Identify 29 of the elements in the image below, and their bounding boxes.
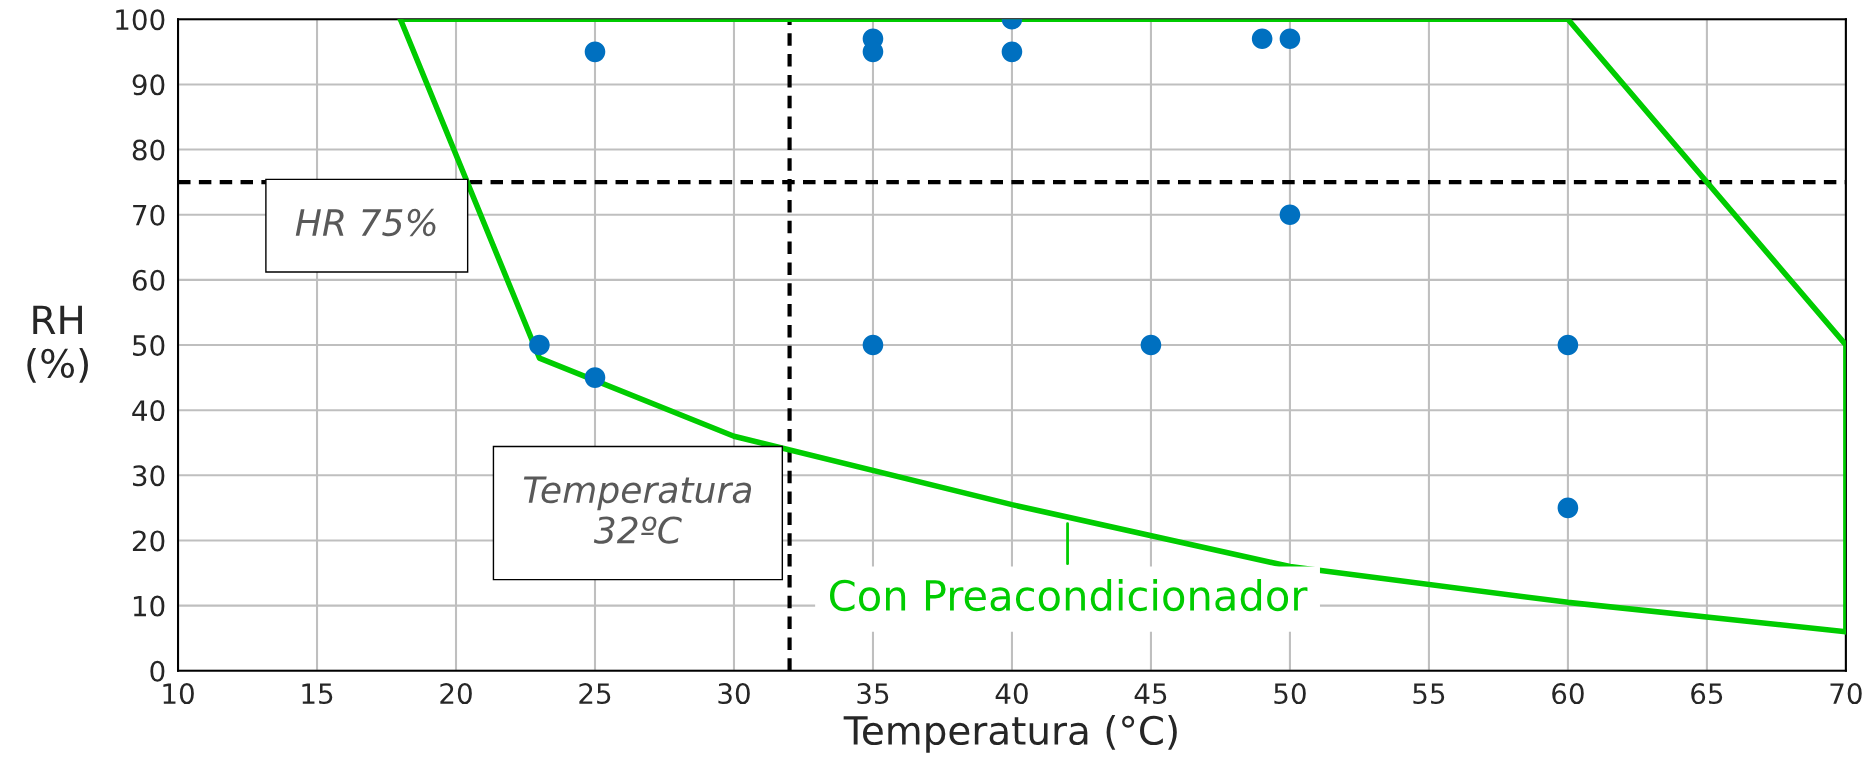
y-tick-label: 90 <box>132 74 165 96</box>
x-tick-label: 70 <box>1830 683 1862 705</box>
x-tick-label: 35 <box>857 683 889 705</box>
x-tick-label: 50 <box>1274 683 1306 705</box>
x-tick-label: 25 <box>579 683 611 705</box>
y-tick-label: 10 <box>133 595 165 617</box>
y-tick-label: 20 <box>132 530 165 552</box>
y-tick-label: 70 <box>133 204 165 226</box>
y-tick-label: 100 <box>116 9 165 31</box>
x-axis-title: Temperatura (°C) <box>843 715 1177 753</box>
annotation: Con Preacondicionador <box>829 578 1308 612</box>
x-tick-label: 65 <box>1691 683 1723 705</box>
x-tick-label: 60 <box>1552 683 1584 705</box>
y-tick-label: 50 <box>133 334 165 356</box>
y-tick-label: 30 <box>133 465 165 487</box>
x-tick-label: 45 <box>1134 683 1167 705</box>
y-tick-label: 60 <box>132 269 165 291</box>
y-tick-label: 40 <box>132 400 165 422</box>
x-tick-label: 55 <box>1413 683 1445 705</box>
ref-line-label: HR 75% <box>295 208 436 237</box>
y-axis-title: RH (%) <box>27 305 88 383</box>
x-tick-label: 20 <box>440 683 472 705</box>
x-tick-label: 40 <box>995 683 1028 705</box>
ref-line-label: Temperatura 32ºC <box>523 476 752 544</box>
y-tick-label: 0 <box>150 660 165 682</box>
x-tick-label: 30 <box>718 683 750 705</box>
y-tick-label: 80 <box>132 139 165 161</box>
x-tick-label: 15 <box>302 683 333 705</box>
x-tick-label: 10 <box>163 683 194 705</box>
